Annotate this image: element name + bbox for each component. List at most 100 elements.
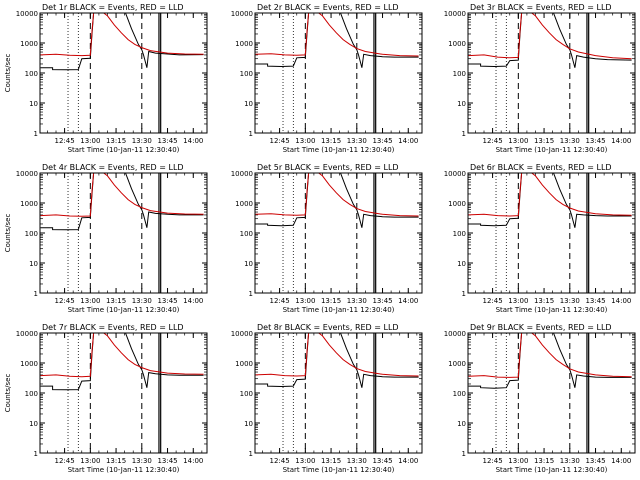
y-tick-label: 100 [25,390,38,398]
x-tick-label: 14:00 [611,137,631,145]
plot-frame [254,172,423,294]
lld-series-line [40,13,204,57]
x-tick-label: 13:15 [321,137,341,145]
x-tick-label: 13:30 [132,457,152,465]
x-tick-label: 13:30 [347,297,367,305]
x-tick-label: 13:45 [372,137,392,145]
y-axis-label: Counts/sec [4,214,12,253]
chart-title: Det 2r BLACK = Events, RED = LLD [257,3,399,12]
x-tick-label: 12:45 [482,457,502,465]
lld-series-line [40,173,204,217]
y-tick-label: 100 [25,230,38,238]
lld-series-line [255,333,419,377]
events-series-line [40,333,204,391]
y-tick-label: 10 [457,100,466,108]
y-tick-label: 100 [453,230,466,238]
y-tick-label: 10 [29,260,38,268]
y-tick-label: 1000 [235,360,253,368]
x-tick-label: 14:00 [183,297,203,305]
lld-series-line [255,173,419,217]
x-tick-label: 13:15 [321,457,341,465]
x-axis-label: Start Time (10-Jan-11 12:30:40) [68,306,180,314]
y-tick-label: 1000 [20,40,38,48]
x-tick-label: 12:45 [54,457,74,465]
y-axis-label: Counts/sec [4,374,12,413]
y-tick-label: 10000 [444,330,466,338]
x-tick-label: 13:00 [508,297,528,305]
y-tick-label: 1 [462,130,466,138]
x-tick-label: 13:15 [534,297,554,305]
y-tick-label: 1000 [20,200,38,208]
x-tick-label: 13:00 [508,457,528,465]
chart-panel: Det 4r BLACK = Events, RED = LLD Counts/s… [4,163,208,314]
y-tick-label: 1000 [448,360,466,368]
y-tick-label: 1 [249,450,253,458]
x-tick-label: 13:30 [560,137,580,145]
y-tick-label: 10 [457,420,466,428]
chart-panel: Det 9r BLACK = Events, RED = LLD 1 10 100 10… [444,323,636,474]
x-axis-label: Start Time (10-Jan-11 12:30:40) [283,306,395,314]
y-tick-label: 1000 [448,40,466,48]
y-tick-label: 1 [249,290,253,298]
y-tick-label: 100 [240,230,253,238]
y-tick-label: 10000 [16,10,38,18]
y-tick-label: 1000 [235,200,253,208]
y-tick-label: 1 [249,130,253,138]
x-tick-label: 13:00 [295,137,315,145]
chart-title: Det 7r BLACK = Events, RED = LLD [42,323,184,332]
chart-title: Det 1r BLACK = Events, RED = LLD [42,3,184,12]
events-series-line [468,13,632,68]
x-tick-label: 14:00 [398,457,418,465]
y-tick-label: 100 [453,390,466,398]
events-series-line [40,173,204,231]
y-tick-label: 10000 [16,170,38,178]
x-axis-label: Start Time (10-Jan-11 12:30:40) [283,466,395,474]
lld-series-line [468,333,632,378]
plot-frame [39,172,208,294]
events-series-line [468,173,632,228]
y-tick-label: 100 [25,70,38,78]
x-tick-label: 13:15 [534,457,554,465]
chart-panel: Det 5r BLACK = Events, RED = LLD 1 10 100 10… [231,163,423,314]
chart-title: Det 6r BLACK = Events, RED = LLD [470,163,612,172]
x-tick-label: 14:00 [398,297,418,305]
chart-panel: Det 1r BLACK = Events, RED = LLD Counts/s… [4,3,208,154]
y-tick-label: 1 [462,450,466,458]
x-tick-label: 13:30 [132,297,152,305]
x-tick-label: 13:00 [508,137,528,145]
x-tick-label: 13:30 [560,457,580,465]
y-tick-label: 100 [240,70,253,78]
x-tick-label: 12:45 [269,137,289,145]
x-tick-label: 13:00 [295,457,315,465]
y-tick-label: 10000 [231,170,253,178]
lld-series-line [468,13,632,60]
plot-frame [39,332,208,454]
y-tick-label: 1000 [448,200,466,208]
events-series-line [40,13,204,71]
y-tick-label: 10000 [231,330,253,338]
chart-panel: Det 3r BLACK = Events, RED = LLD 1 10 100 10… [444,3,636,154]
x-tick-label: 13:45 [157,137,177,145]
x-tick-label: 13:00 [80,297,100,305]
y-tick-label: 10000 [444,10,466,18]
y-tick-label: 1 [34,450,38,458]
y-tick-label: 1 [462,290,466,298]
x-tick-label: 13:30 [560,297,580,305]
events-series-line [255,333,419,388]
x-axis-label: Start Time (10-Jan-11 12:30:40) [68,466,180,474]
x-tick-label: 13:00 [80,137,100,145]
y-tick-label: 10000 [16,330,38,338]
y-tick-label: 100 [453,70,466,78]
y-tick-label: 10000 [231,10,253,18]
y-tick-label: 1 [34,290,38,298]
chart-title: Det 3r BLACK = Events, RED = LLD [470,3,612,12]
chart-panel: Det 8r BLACK = Events, RED = LLD 1 10 100 10… [231,323,423,474]
x-tick-label: 13:30 [347,137,367,145]
plot-frame [254,12,423,134]
events-series-line [255,173,419,228]
x-tick-label: 12:45 [482,297,502,305]
x-tick-label: 14:00 [611,457,631,465]
lld-series-line [40,333,204,378]
y-tick-label: 10 [244,260,253,268]
